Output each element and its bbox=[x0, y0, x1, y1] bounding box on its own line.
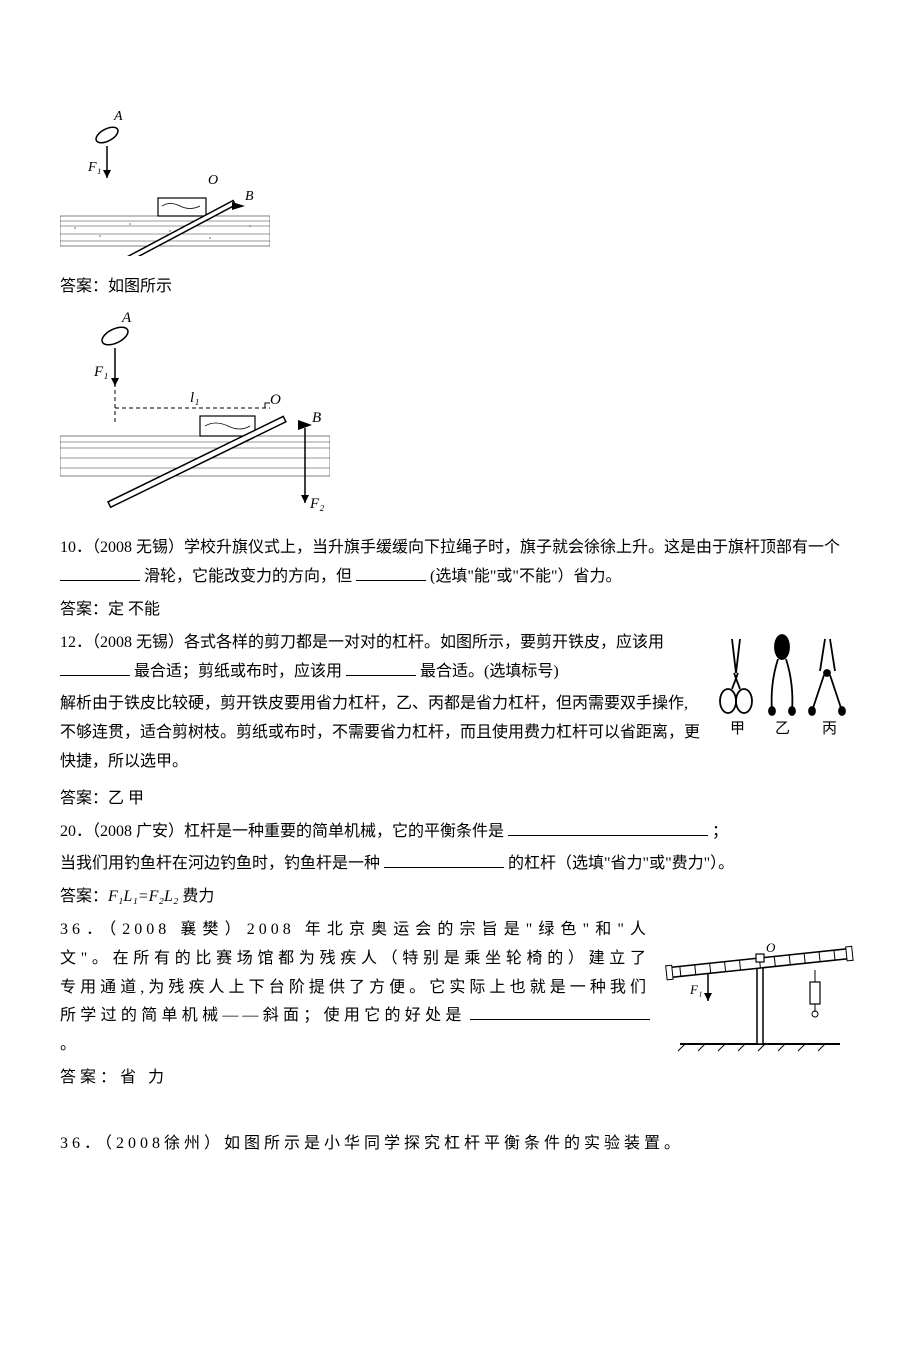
q10-answer-label: 答案： bbox=[60, 601, 108, 618]
label-B2: B bbox=[312, 410, 321, 426]
q20-line2b: 的杠杆（选填"省力"或"费力"）。 bbox=[508, 855, 734, 872]
q36a-block: O F₁ 36．（2008 襄樊）2008 年北京奥运会的宗旨是"绿色"和"人文… bbox=[60, 916, 860, 1097]
q36b-text: 36．（2008徐州）如图所示是小华同学探究杠杆平衡条件的实验装置。 bbox=[60, 1130, 860, 1159]
label-yi: 乙 bbox=[775, 721, 790, 737]
q36a-answer-text: 省 力 bbox=[120, 1069, 168, 1086]
q10-blank2 bbox=[356, 564, 426, 581]
figure-lever-2: A F₁ l₁ O B F₂ bbox=[60, 308, 860, 529]
q10-tail: (选填"能"或"不能"）省力。 bbox=[430, 568, 621, 585]
q20-answer: 答案：F₁L₁=F₂L₂ 费力 bbox=[60, 883, 860, 912]
q36a-answer-label: 答案： bbox=[60, 1069, 120, 1086]
q36a-answer: 答案：省 力 bbox=[60, 1064, 860, 1093]
q10-label: 10．（2008 无锡）学校升旗仪式上，当升旗手缓缓向下拉绳子时，旗子就会徐徐上… bbox=[60, 539, 840, 556]
answer-as-shown: 答案：如图所示 bbox=[60, 273, 860, 302]
q10-blank1 bbox=[60, 564, 140, 581]
q10-mid1: 滑轮，它能改变力的方向，但 bbox=[144, 568, 352, 585]
q12-mid1: 最合适；剪纸或布时，应该用 bbox=[134, 663, 342, 680]
q12-answer-text: 乙 甲 bbox=[108, 790, 144, 807]
q20-blank1 bbox=[508, 819, 708, 836]
q36a-blank bbox=[470, 1003, 650, 1020]
label-F1-2: F₁ bbox=[93, 364, 108, 380]
scissors-figure: 甲 乙 丙 bbox=[710, 629, 860, 750]
q20-blank2 bbox=[384, 851, 504, 868]
q12-label: 12．（2008 无锡）各式各样的剪刀都是一对对的杠杆。如图所示，要剪开铁皮，应… bbox=[60, 634, 664, 651]
label-O2: O bbox=[270, 392, 281, 408]
label-l1: l₁ bbox=[190, 390, 199, 406]
q12-blank1 bbox=[60, 659, 130, 676]
q20-answer-text: 费力 bbox=[178, 888, 214, 905]
label-bing: 丙 bbox=[822, 721, 837, 737]
label-F1: F₁ bbox=[87, 160, 101, 175]
lever-balance-figure: O F₁ bbox=[660, 916, 860, 1067]
q12-blank2 bbox=[346, 659, 416, 676]
q36a-tail: 。 bbox=[60, 1036, 76, 1053]
label-A2: A bbox=[121, 310, 132, 326]
scissors-svg: 甲 乙 丙 bbox=[710, 629, 860, 739]
q20-line2: 当我们用钓鱼杆在河边钓鱼时，钓鱼杆是一种 的杠杆（选填"省力"或"费力"）。 bbox=[60, 850, 860, 879]
lever-balance-svg: O F₁ bbox=[660, 916, 860, 1056]
lever-diagram-1: A F₁ O B bbox=[60, 106, 270, 256]
q20-answer-label: 答案： bbox=[60, 888, 108, 905]
label-F2: F₂ bbox=[309, 496, 324, 512]
q12-block: 甲 乙 丙 12．（2008 无锡）各式各样的剪刀都是一对对的杠杆。如图所示，要… bbox=[60, 629, 860, 781]
figure-lever-1: A F₁ O B bbox=[60, 106, 860, 267]
label-B: B bbox=[245, 189, 254, 204]
q12-answer-label: 答案： bbox=[60, 790, 108, 807]
label-A: A bbox=[113, 109, 123, 124]
q12-mid2: 最合适。(选填标号) bbox=[420, 663, 559, 680]
label-O-balance: O bbox=[766, 940, 776, 955]
q20-line1: 20．（2008 广安）杠杆是一种重要的简单机械，它的平衡条件是 ； bbox=[60, 818, 860, 847]
q20-tail1: ； bbox=[712, 823, 728, 840]
q20-label: 20．（2008 广安）杠杆是一种重要的简单机械，它的平衡条件是 bbox=[60, 823, 504, 840]
q12-answer: 答案：乙 甲 bbox=[60, 785, 860, 814]
label-jia: 甲 bbox=[730, 721, 745, 737]
q20-answer-formula: F₁L₁=F₂L₂ bbox=[108, 888, 178, 905]
label-F1-balance: F₁ bbox=[689, 982, 702, 997]
q20-line2a: 当我们用钓鱼杆在河边钓鱼时，钓鱼杆是一种 bbox=[60, 855, 380, 872]
q10-answer: 答案：定 不能 bbox=[60, 596, 860, 625]
q10-answer-text: 定 不能 bbox=[108, 601, 160, 618]
label-O: O bbox=[208, 173, 218, 188]
lever-diagram-2: A F₁ l₁ O B F₂ bbox=[60, 308, 330, 518]
q10-text: 10．（2008 无锡）学校升旗仪式上，当升旗手缓缓向下拉绳子时，旗子就会徐徐上… bbox=[60, 534, 860, 592]
